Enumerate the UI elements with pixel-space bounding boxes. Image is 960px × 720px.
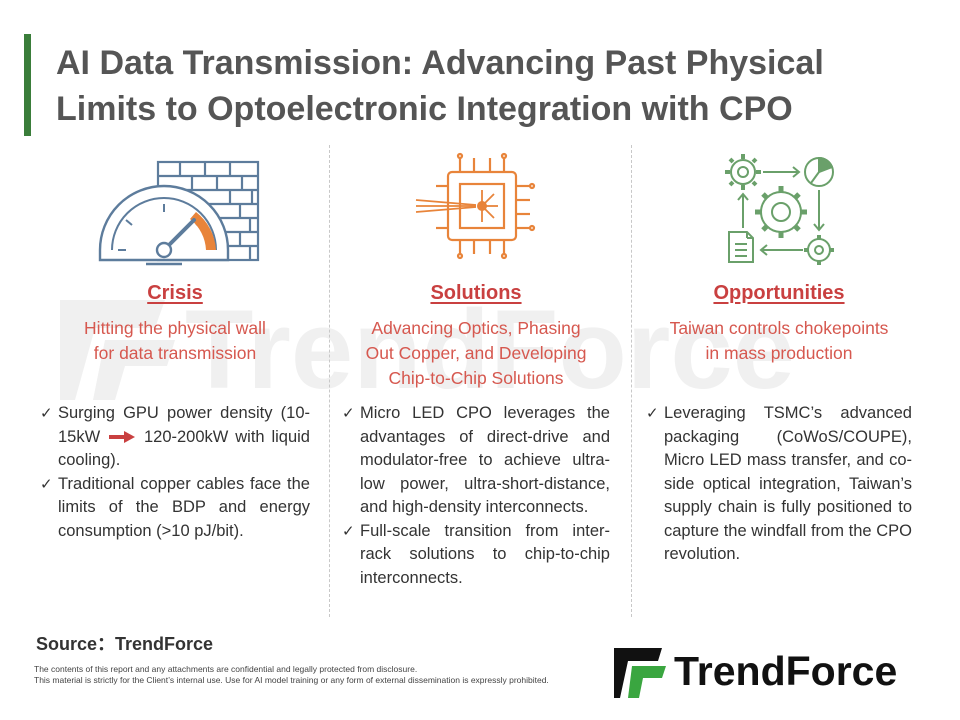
page-title-line-1: AI Data Transmission: Advancing Past Phy…: [56, 44, 824, 82]
trendforce-watermark: TrendForce: [55, 290, 915, 410]
opportunities-heading: Opportunities: [713, 282, 845, 304]
trendforce-logo: TrendForce: [612, 642, 942, 702]
page-title-line-2: Limits to Optoelectronic Integration wit…: [56, 90, 793, 128]
chip-laser-icon: [415, 152, 536, 260]
check-mark-icon: ✓: [40, 475, 53, 493]
check-mark-icon: ✓: [342, 405, 355, 422]
solutions-subtitle-line-3: Chip-to-Chip Solutions: [388, 368, 564, 388]
solutions-subtitle: Advancing Optics, Phasing Out Copper, an…: [342, 316, 610, 391]
trendforce-logo-text: TrendForce: [674, 648, 898, 694]
check-mark-icon: ✓: [342, 522, 355, 540]
disclaimer: The contents of this report and any atta…: [34, 664, 604, 686]
source-label: Source：TrendForce: [36, 634, 214, 654]
crisis-bullet-1: ✓ Surging GPU power density (10-15kW 120…: [40, 402, 310, 473]
opportunities-column: Opportunities Taiwan controls chokepoint…: [646, 150, 912, 610]
crisis-subtitle-line-1: Hitting the physical wall: [84, 318, 266, 338]
opportunities-bullet-1-text: Leveraging TSMC’s advanced packaging (Co…: [664, 404, 912, 563]
opportunities-bullet-1: ✓ Leveraging TSMC’s advanced packaging (…: [646, 402, 912, 567]
crisis-bullet-2: ✓ Traditional copper cables face the lim…: [40, 473, 310, 544]
crisis-heading: Crisis: [147, 282, 203, 304]
gauge-brick-wall-icon: [98, 160, 260, 266]
opportunities-subtitle-line-1: Taiwan controls chokepoints: [669, 318, 889, 338]
solutions-subtitle-line-1: Advancing Optics, Phasing: [371, 318, 581, 338]
right-arrow-icon: [109, 431, 136, 444]
check-mark-icon: ✓: [646, 405, 659, 422]
crisis-column: Crisis Hitting the physical wall for dat…: [40, 150, 310, 610]
crisis-bullet-1-text-b: 120-200kW with liquid cooling).: [58, 427, 310, 470]
trendforce-logo-icon: [614, 648, 666, 698]
disclaimer-line-2: This material is strictly for the Client…: [34, 675, 549, 685]
solutions-bullet-list: ✓ Micro LED CPO leverages the advantages…: [342, 402, 610, 590]
crisis-subtitle-line-2: for data transmission: [93, 343, 257, 363]
solutions-heading: Solutions: [430, 282, 522, 304]
crisis-bullet-1-text-a: Surging GPU power density (10-15kW: [58, 404, 310, 446]
title-accent-bar: [24, 34, 31, 136]
opportunities-bullet-list: ✓ Leveraging TSMC’s advanced packaging (…: [646, 402, 912, 567]
page-title: AI Data Transmission: Advancing Past Phy…: [56, 40, 936, 132]
solutions-bullet-2-text: Full-scale transition from inter-rack so…: [360, 521, 610, 587]
column-divider-1: [329, 145, 330, 617]
solutions-bullet-2: ✓ Full-scale transition from inter-rack …: [342, 520, 610, 591]
crisis-bullet-list: ✓ Surging GPU power density (10-15kW 120…: [40, 402, 310, 543]
crisis-bullet-2-text: Traditional copper cables face the limit…: [58, 474, 310, 540]
solutions-bullet-1-text: Micro LED CPO leverages the advantages o…: [360, 404, 610, 516]
opportunities-subtitle-line-2: in mass production: [705, 343, 853, 363]
crisis-subtitle: Hitting the physical wall for data trans…: [40, 316, 310, 366]
trendforce-watermark-logo-icon: [60, 300, 175, 400]
opportunities-subtitle: Taiwan controls chokepoints in mass prod…: [646, 316, 912, 366]
check-mark-icon: ✓: [40, 405, 53, 422]
disclaimer-line-1: The contents of this report and any atta…: [34, 664, 418, 674]
solutions-bullet-1: ✓ Micro LED CPO leverages the advantages…: [342, 402, 610, 520]
watermark-text: TrendForce: [185, 287, 795, 412]
solutions-subtitle-line-2: Out Copper, and Developing: [365, 343, 587, 363]
solutions-column: Solutions Advancing Optics, Phasing Out …: [342, 150, 610, 610]
gears-workflow-icon: [725, 154, 834, 265]
column-divider-2: [631, 145, 632, 617]
